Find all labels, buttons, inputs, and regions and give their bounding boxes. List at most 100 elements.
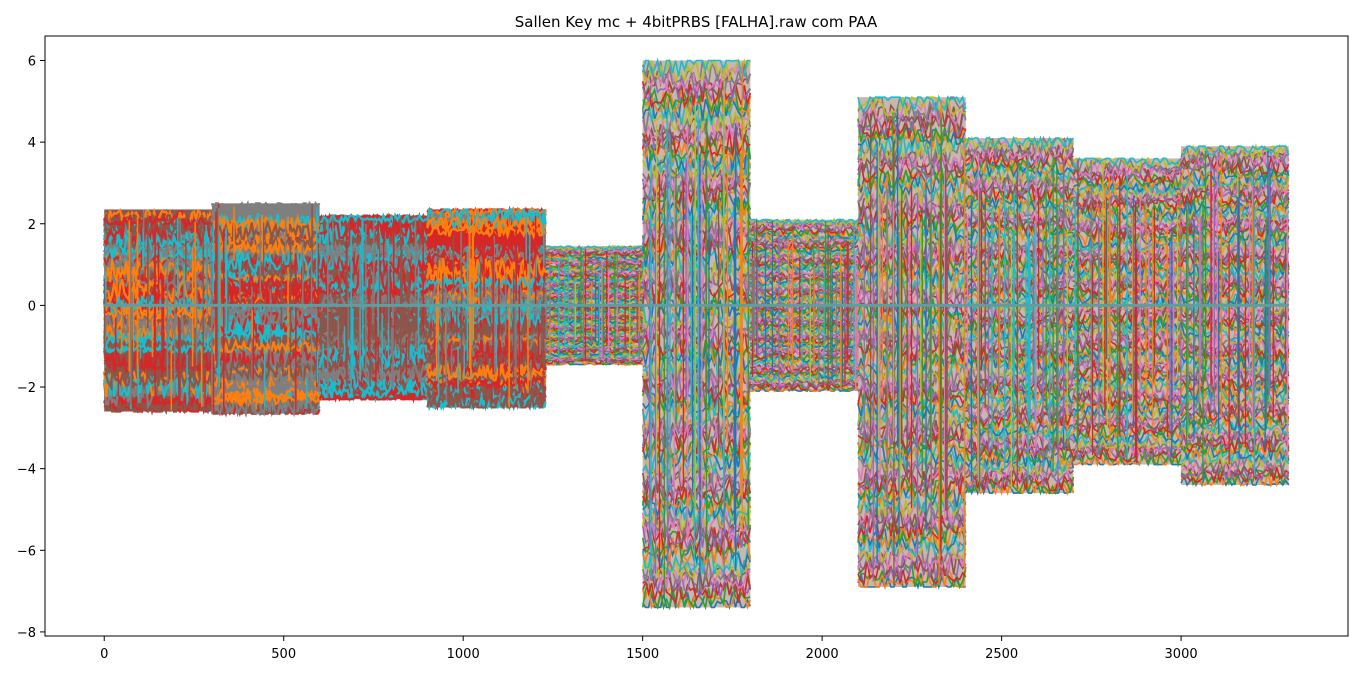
series-line (641, 72, 751, 104)
series-line (642, 355, 752, 386)
x-tick-label: 3000 (1165, 647, 1198, 662)
series-line (426, 245, 547, 270)
series-line (641, 331, 751, 363)
series-segment-1 (210, 200, 321, 418)
series-line (641, 310, 752, 342)
series-line (210, 219, 320, 242)
series-line (642, 457, 752, 486)
series-line (210, 302, 321, 329)
series-line (964, 416, 1074, 437)
series-line (1181, 144, 1290, 156)
series-line (964, 372, 1075, 393)
series-line (1180, 411, 1289, 433)
series-line (545, 295, 643, 304)
series-line (641, 107, 752, 138)
series-line (642, 88, 752, 116)
series-line (857, 524, 967, 549)
series-line (210, 359, 321, 384)
series-segment-3 (426, 205, 547, 412)
y-tick-label: −2 (17, 381, 36, 396)
series-line (749, 227, 859, 239)
series-segment-2 (318, 211, 429, 404)
series-line (857, 152, 967, 180)
series-line (641, 58, 752, 84)
series-line (965, 454, 1075, 473)
series-line (857, 120, 967, 148)
series-line (965, 206, 1074, 228)
series-line (641, 173, 752, 203)
series-line (964, 167, 1075, 189)
series-line (642, 185, 752, 216)
series-line (642, 283, 752, 312)
series-line (964, 246, 1074, 266)
series-line (857, 517, 967, 545)
series-line (1180, 200, 1290, 220)
series-line (103, 346, 213, 375)
series-line (1073, 450, 1182, 468)
series-line (210, 309, 320, 338)
series-line (642, 590, 752, 611)
series-line (1180, 204, 1290, 224)
series-line (964, 243, 1074, 263)
y-tick-label: 6 (28, 54, 36, 69)
series-line (1180, 420, 1290, 442)
series-segment-9 (1072, 156, 1182, 468)
series-line (964, 271, 1074, 292)
series-line (641, 63, 751, 92)
series-line (641, 426, 752, 456)
series-line (857, 94, 967, 114)
y-tick-label: 0 (28, 299, 36, 314)
series-line (1180, 186, 1290, 209)
series-segment-8 (964, 135, 1075, 496)
series-line (1180, 433, 1290, 454)
series-line (857, 510, 967, 537)
series-line (318, 355, 428, 380)
series-line (965, 322, 1075, 344)
series-line (1180, 146, 1290, 167)
series-line (641, 114, 751, 144)
series-line (642, 540, 752, 571)
series-line (545, 255, 643, 264)
series-line (210, 392, 321, 418)
series-line (642, 400, 751, 430)
series-line (964, 471, 1075, 492)
y-tick-label: 4 (28, 136, 36, 151)
series-line (103, 394, 213, 416)
series-line (545, 359, 643, 366)
series-line (103, 392, 212, 409)
series-line (103, 370, 213, 391)
series-line (545, 277, 643, 286)
series-line (642, 318, 752, 346)
series-line (642, 345, 751, 377)
series-line (1180, 176, 1290, 197)
series-line (210, 326, 321, 341)
series-line (964, 135, 1075, 151)
series-line (857, 543, 967, 573)
plot-frame (44, 35, 1349, 637)
series-line (103, 232, 213, 261)
series-line (964, 209, 1075, 231)
x-tick-label: 1500 (626, 647, 659, 662)
series-line (426, 274, 546, 291)
series-line (641, 465, 751, 497)
series-line (210, 395, 320, 418)
series-line (857, 532, 967, 557)
series-line (965, 252, 1074, 275)
series-line (318, 392, 429, 401)
series-line (641, 382, 751, 413)
series-line (857, 171, 967, 198)
series-line (210, 385, 321, 403)
series-line (964, 386, 1075, 407)
series-line (642, 326, 751, 357)
series-line (641, 153, 752, 181)
series-line (750, 379, 859, 392)
series-segment-7 (857, 94, 967, 590)
y-tick-label: 2 (28, 218, 36, 233)
series-line (642, 162, 751, 191)
series-line (1180, 448, 1290, 470)
series-line (857, 501, 967, 529)
x-tick-label: 0 (100, 647, 108, 662)
series-line (964, 354, 1074, 376)
series-line (1180, 455, 1290, 476)
